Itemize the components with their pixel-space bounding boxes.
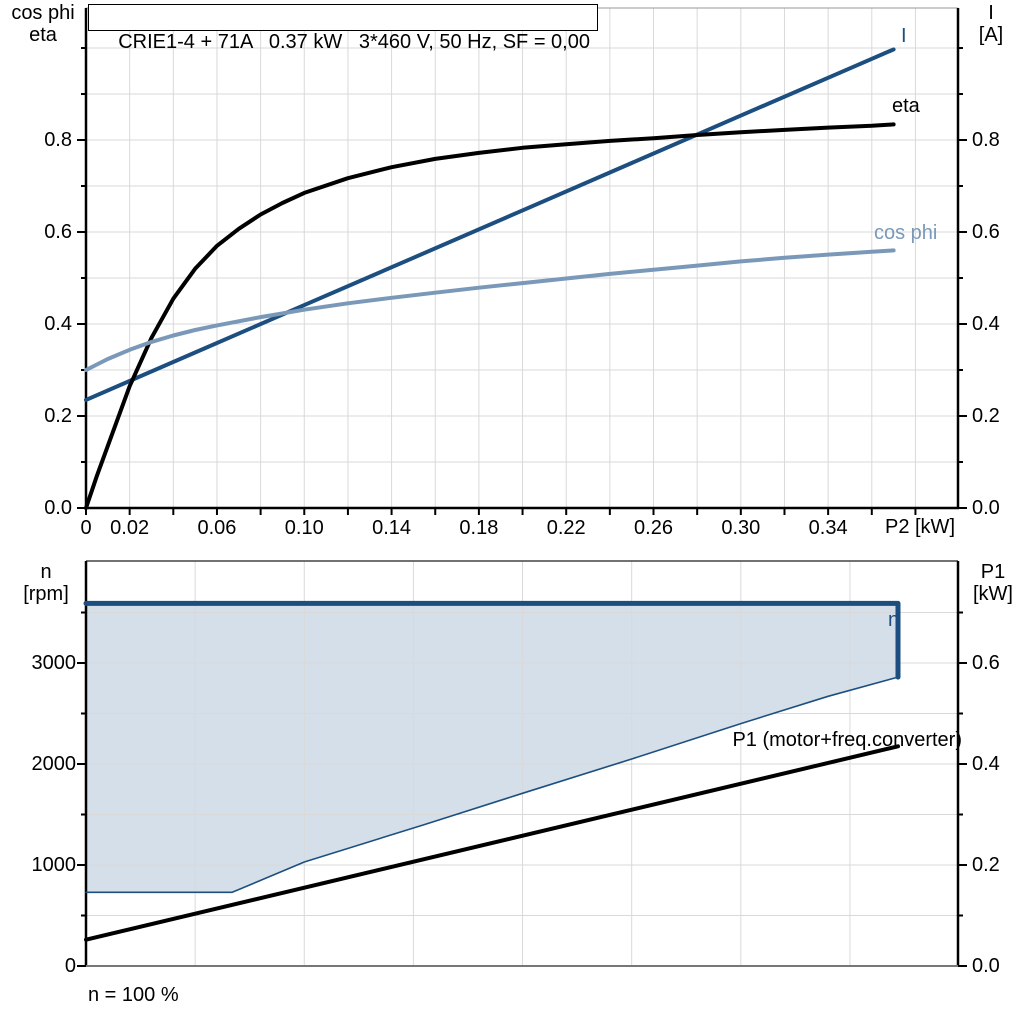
- y-tick-label-left: 0.0: [44, 497, 72, 519]
- speed-envelope-fill: [86, 603, 898, 893]
- x-tick-label: 0.26: [634, 517, 673, 539]
- y-tick-label-right: 0.6: [972, 652, 1000, 674]
- curve-cos_phi: [84, 248, 896, 372]
- right-axis-unit-current: I: [988, 2, 994, 24]
- y-tick-label-left: 0.8: [44, 129, 72, 151]
- y-tick-label-left: 2000: [32, 753, 77, 775]
- y-tick-label-left: 3000: [32, 652, 77, 674]
- y-tick-label-right: 0.2: [972, 405, 1000, 427]
- left-axis-unit-n: n: [40, 561, 52, 583]
- x-tick-label: 0.14: [372, 517, 411, 539]
- x-tick-label: 0.30: [721, 517, 760, 539]
- right-axis-unit-kw: [kW]: [973, 583, 1013, 605]
- x-tick-label: 0.22: [547, 517, 586, 539]
- x-axis-label: P2 [kW]: [884, 516, 955, 538]
- chart-title: CRIE1-4 + 71A 0.37 kW 3*460 V, 50 Hz, SF…: [118, 31, 590, 53]
- curve-label-p1: P1 (motor+freq.converter): [732, 729, 962, 751]
- curve-label-current: I: [901, 25, 907, 47]
- curve-label-cosphi: cos phi: [874, 222, 938, 244]
- x-tick-label: 0.06: [197, 517, 236, 539]
- y-tick-label-left: 1000: [32, 854, 77, 876]
- footnote-speed-percent: n = 100 %: [88, 984, 179, 1006]
- right-axis-unit-p1: P1: [980, 561, 1006, 583]
- left-axis-unit-rpm: [rpm]: [23, 583, 69, 605]
- y-tick-label-right: 0.0: [972, 497, 1000, 519]
- x-tick-label: 0.10: [285, 517, 324, 539]
- curve-label-n: n: [888, 609, 900, 631]
- y-tick-label-left: 0.2: [44, 405, 72, 427]
- y-tick-label-left: 0: [65, 955, 76, 977]
- left-axis-unit-eta: eta: [29, 24, 57, 46]
- y-tick-label-left: 0.6: [44, 221, 72, 243]
- x-tick-label: 0.18: [459, 517, 498, 539]
- y-tick-label-right: 0.0: [972, 955, 1000, 977]
- curve-P1: [84, 744, 900, 942]
- y-tick-label-right: 0.4: [972, 753, 1000, 775]
- y-tick-label-right: 0.6: [972, 221, 1000, 243]
- curve-eta: [84, 122, 896, 510]
- speed-envelope-max-line: [83, 600, 901, 680]
- y-tick-label-right: 0.4: [972, 313, 1000, 335]
- curve-label-eta: eta: [892, 95, 920, 117]
- y-tick-label-right: 0.8: [972, 129, 1000, 151]
- speed-envelope-min-line: [85, 676, 899, 894]
- y-tick-label-left: 0.4: [44, 313, 72, 335]
- left-axis-unit-cosphi: cos phi: [11, 2, 75, 24]
- y-tick-label-right: 0.2: [972, 854, 1000, 876]
- x-tick-label: 0.02: [110, 517, 149, 539]
- curve-I: [84, 47, 896, 402]
- x-tick-label: 0: [80, 517, 91, 539]
- right-axis-unit-ampere: [A]: [978, 24, 1004, 46]
- x-tick-label: 0.34: [809, 517, 848, 539]
- chart-title-box: CRIE1-4 + 71A 0.37 kW 3*460 V, 50 Hz, SF…: [88, 4, 598, 53]
